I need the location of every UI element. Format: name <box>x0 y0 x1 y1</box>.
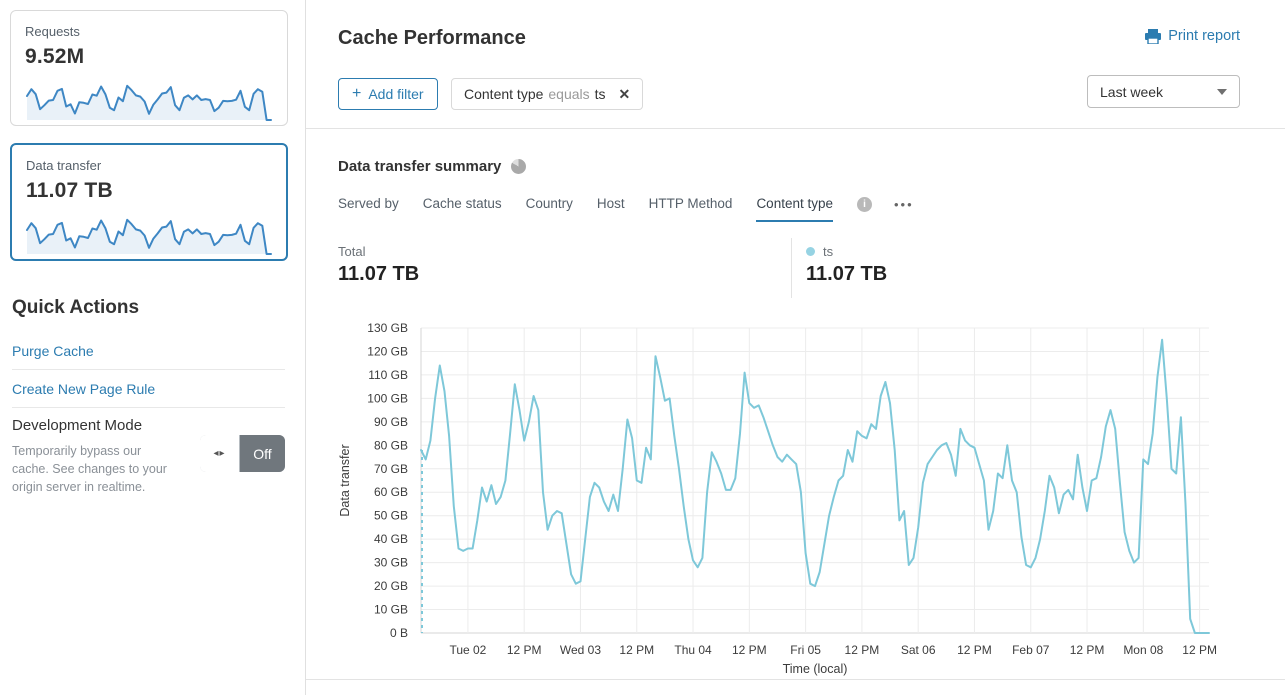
svg-text:40 GB: 40 GB <box>374 532 408 546</box>
chevron-down-icon <box>1217 88 1227 95</box>
total-value: 11.07 TB <box>338 263 420 285</box>
svg-text:12 PM: 12 PM <box>507 643 542 657</box>
svg-text:60 GB: 60 GB <box>374 485 408 499</box>
svg-text:Wed 03: Wed 03 <box>560 643 601 657</box>
legend-series-value: 11.07 TB <box>806 263 888 285</box>
svg-text:12 PM: 12 PM <box>1070 643 1105 657</box>
svg-text:12 PM: 12 PM <box>957 643 992 657</box>
svg-text:70 GB: 70 GB <box>374 462 408 476</box>
toggle-arrows-icon: ◂▸ <box>200 435 240 472</box>
svg-text:12 PM: 12 PM <box>1182 643 1217 657</box>
svg-text:Mon 08: Mon 08 <box>1123 643 1163 657</box>
toggle-state-label: Off <box>240 435 285 472</box>
filter-chip-content-type[interactable]: Content type equals ts ✕ <box>451 78 644 110</box>
tab-country[interactable]: Country <box>525 196 573 211</box>
svg-text:130 GB: 130 GB <box>367 321 408 335</box>
divider <box>306 679 1285 680</box>
quick-actions-title: Quick Actions <box>12 297 140 318</box>
printer-icon <box>1145 28 1162 44</box>
svg-text:110 GB: 110 GB <box>368 368 408 382</box>
tab-cache-status[interactable]: Cache status <box>422 196 502 211</box>
page-title: Cache Performance <box>338 27 526 49</box>
add-filter-button[interactable]: + Add filter <box>338 78 438 110</box>
filter-field: Content type <box>464 86 544 102</box>
data-transfer-line-chart: 0 B 10 GB 20 GB 30 GB 40 GB 50 GB 60 GB 70 GB 80… <box>338 321 1217 676</box>
dimension-tabs: Served by Cache status Country Host HTTP… <box>338 196 914 222</box>
print-report-link[interactable]: Print report <box>1145 28 1240 44</box>
create-new-page-rule-link[interactable]: Create New Page Rule <box>12 381 156 397</box>
svg-text:20 GB: 20 GB <box>374 579 408 593</box>
development-mode-description: Temporarily bypass our cache. See change… <box>12 444 167 494</box>
plus-icon: + <box>352 85 362 102</box>
data-transfer-card-label: Data transfer <box>26 158 102 173</box>
time-range-select[interactable]: Last week <box>1087 75 1240 108</box>
svg-text:Tue 02: Tue 02 <box>449 643 486 657</box>
svg-text:120 GB: 120 GB <box>367 344 408 358</box>
remove-filter-icon[interactable]: ✕ <box>618 85 631 102</box>
svg-text:90 GB: 90 GB <box>374 415 408 429</box>
svg-text:12 PM: 12 PM <box>732 643 767 657</box>
series-legend: ts <box>806 244 833 259</box>
more-options-icon[interactable]: ••• <box>894 197 914 212</box>
svg-text:Data transfer: Data transfer <box>338 444 352 516</box>
svg-text:80 GB: 80 GB <box>374 438 408 452</box>
svg-text:10 GB: 10 GB <box>374 603 408 617</box>
development-mode-title: Development Mode <box>12 417 143 434</box>
svg-text:12 PM: 12 PM <box>845 643 880 657</box>
svg-text:Feb 07: Feb 07 <box>1012 643 1050 657</box>
divider <box>12 407 285 408</box>
print-report-label: Print report <box>1168 28 1240 44</box>
tab-served-by[interactable]: Served by <box>338 196 399 211</box>
legend-dot-icon <box>806 247 815 256</box>
requests-card-label: Requests <box>25 24 80 39</box>
sidebar: Requests 9.52M Data transfer 11.07 TB Qu… <box>0 0 305 695</box>
svg-text:Sat 06: Sat 06 <box>901 643 936 657</box>
requests-sparkline-chart <box>26 84 272 121</box>
data-transfer-card-value: 11.07 TB <box>26 179 113 202</box>
svg-text:Thu 04: Thu 04 <box>674 643 712 657</box>
legend-series-name: ts <box>823 244 834 259</box>
svg-text:0 B: 0 B <box>390 626 408 640</box>
data-transfer-sparkline-chart <box>26 218 272 255</box>
info-icon[interactable]: i <box>857 197 872 212</box>
filter-value: ts <box>594 86 606 102</box>
requests-card-value: 9.52M <box>25 45 85 68</box>
svg-text:12 PM: 12 PM <box>619 643 654 657</box>
divider <box>791 238 792 298</box>
svg-text:50 GB: 50 GB <box>374 509 408 523</box>
data-transfer-metric-card[interactable]: Data transfer 11.07 TB <box>10 143 288 261</box>
svg-text:Fri 05: Fri 05 <box>790 643 821 657</box>
tab-host[interactable]: Host <box>596 196 625 211</box>
divider <box>12 369 285 370</box>
section-title: Data transfer summary <box>338 158 502 175</box>
divider <box>306 128 1285 129</box>
svg-text:30 GB: 30 GB <box>374 556 408 570</box>
add-filter-label: Add filter <box>368 86 424 102</box>
pie-chart-icon <box>511 159 527 174</box>
requests-metric-card[interactable]: Requests 9.52M <box>10 10 288 126</box>
development-mode-toggle[interactable]: ◂▸ Off <box>200 435 285 472</box>
tab-content-type[interactable]: Content type <box>756 196 833 222</box>
svg-text:100 GB: 100 GB <box>367 391 408 405</box>
tab-http-method[interactable]: HTTP Method <box>648 196 733 211</box>
filter-operator: equals <box>548 86 590 102</box>
svg-text:Time (local): Time (local) <box>783 662 848 676</box>
purge-cache-link[interactable]: Purge Cache <box>12 343 94 359</box>
main-panel: Cache Performance Print report + Add fil… <box>305 0 1285 695</box>
total-label: Total <box>338 244 366 259</box>
time-range-value: Last week <box>1100 83 1164 100</box>
